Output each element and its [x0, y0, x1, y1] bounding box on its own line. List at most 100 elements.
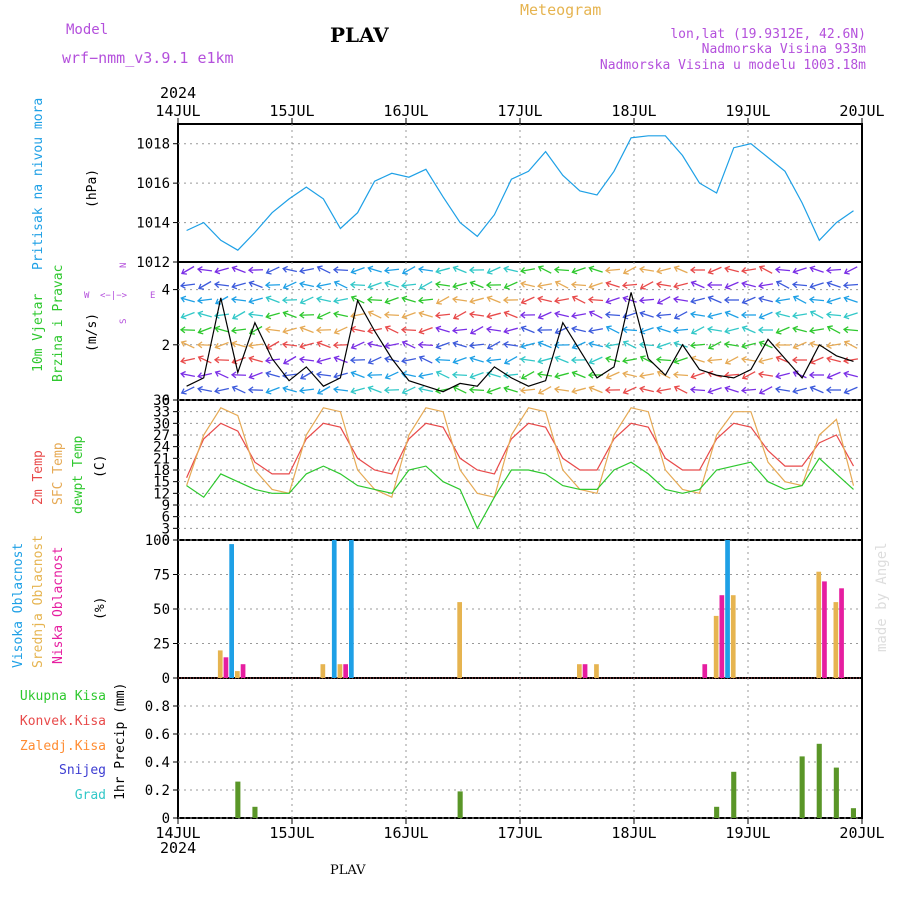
wind-arrow-shaft — [691, 372, 705, 378]
wind-arrow — [434, 356, 451, 364]
wind-arrow-head — [639, 385, 646, 393]
wind-arrow-head — [214, 325, 221, 333]
y-tick-label-precip: 0.8 — [145, 699, 170, 715]
wind-arrow — [298, 311, 315, 319]
wind-arrow-head — [519, 311, 526, 319]
wind-arrow-shaft — [282, 343, 298, 347]
wind-arrow — [791, 281, 808, 289]
wind-arrow — [469, 371, 484, 380]
wind-arrow-shaft — [708, 341, 722, 349]
wind-arrow — [741, 355, 757, 363]
compass-south: S — [119, 319, 129, 324]
wind-arrow-shaft — [487, 296, 501, 304]
wind-arrow — [417, 266, 434, 274]
y-tick-label-temperature: 30 — [153, 416, 170, 432]
wind-arrow — [299, 267, 314, 275]
wind-arrow-head — [264, 326, 271, 334]
precip-total-bar — [457, 791, 463, 818]
wind-arrow — [656, 342, 671, 350]
wind-arrow-head — [707, 325, 713, 333]
wind-arrow-head — [536, 326, 543, 334]
wind-arrow-shaft — [725, 356, 739, 364]
wind-arrow-head — [367, 282, 374, 290]
wind-arrow-shaft — [181, 386, 195, 394]
wind-arrow — [622, 357, 638, 365]
wind-arrow-shaft — [827, 371, 841, 379]
wind-arrow-head — [502, 296, 509, 304]
wind-arrow-head — [434, 281, 441, 289]
wind-arrow — [554, 372, 569, 380]
wind-arrow-head — [451, 371, 458, 379]
wind-arrow-head — [486, 343, 493, 350]
wind-arrow — [333, 355, 348, 364]
wind-arrow-shaft — [793, 296, 807, 304]
wind-arrow-head — [214, 370, 221, 377]
wind-arrow-head — [418, 372, 424, 380]
precip-conv-label: Konvek.Kisa — [20, 714, 106, 729]
wind-label-2: Brzina i Pravac — [51, 265, 66, 382]
wind-arrow — [605, 371, 620, 380]
precip-total-bar — [799, 756, 805, 818]
x-tick-label-bottom: 20JUL — [839, 824, 884, 842]
cloud-mid-bar — [594, 664, 599, 678]
wind-arrow-head — [570, 281, 577, 289]
wind-arrow-shaft — [419, 312, 433, 318]
wind-arrow — [214, 325, 229, 333]
wind-arrow-shaft — [214, 283, 230, 287]
wind-arrow — [520, 267, 536, 275]
wind-arrow-head — [366, 371, 373, 379]
wind-arrow-head — [673, 282, 680, 290]
wind-arrow — [282, 281, 297, 290]
wind-arrow — [724, 310, 739, 319]
wind-arrow — [316, 265, 331, 274]
wind-arrow-head — [247, 341, 254, 349]
wind-arrow-head — [808, 371, 815, 379]
wind-arrow — [639, 265, 655, 273]
wind-arrow — [792, 325, 807, 333]
wind-arrow-shaft — [248, 313, 264, 317]
wind-arrow-head — [537, 340, 544, 347]
wind-arrow — [350, 266, 365, 275]
x-tick-label-top: 14JUL — [155, 102, 200, 120]
wind-arrow-shaft — [776, 312, 790, 318]
wind-arrow — [724, 327, 739, 335]
wind-arrow-shaft — [759, 311, 773, 319]
dewpt-label: dewpt Temp — [71, 436, 86, 514]
wind-arrow — [265, 386, 280, 395]
wind-arrow-shaft — [198, 280, 212, 290]
temp-unit: (C) — [93, 455, 108, 478]
wind-arrow-head — [638, 296, 645, 304]
wind-arrow — [214, 267, 229, 275]
cloud-high-bar — [229, 544, 234, 678]
wind-arrow-head — [571, 387, 578, 395]
wind-arrow-shaft — [503, 343, 519, 347]
wind-arrow — [826, 280, 841, 288]
wind-arrow — [707, 341, 722, 350]
wind-arrow — [231, 265, 246, 274]
wind-arrow-shaft — [792, 313, 808, 317]
wind-arrow-head — [248, 297, 255, 305]
wind-arrow-head — [758, 295, 765, 303]
wind-arrow — [400, 326, 417, 334]
wind-arrow-shaft — [623, 341, 637, 349]
wind-arrow-head — [435, 387, 441, 395]
wind-arrow-shaft — [589, 386, 603, 394]
precip-total-bar — [833, 767, 839, 818]
wind-arrow — [638, 296, 655, 304]
wind-arrow-shaft — [333, 388, 349, 392]
wind-arrow-shaft — [606, 371, 620, 379]
wind-arrow-head — [417, 341, 424, 349]
wind-arrow — [639, 310, 654, 318]
cloud-low-bar — [223, 657, 229, 678]
wind-arrow-shaft — [555, 281, 569, 289]
wind-arrow — [588, 327, 604, 335]
wind-arrow — [281, 341, 298, 349]
wind-arrow — [536, 371, 553, 379]
cloud-unit: (%) — [93, 597, 108, 620]
wind-arrow-head — [434, 356, 441, 364]
wind-arrow — [588, 310, 603, 319]
wind-arrow — [707, 312, 722, 320]
wind-arrow — [553, 266, 570, 274]
wind-arrow-head — [724, 340, 730, 348]
wind-arrow-shaft — [521, 282, 535, 288]
